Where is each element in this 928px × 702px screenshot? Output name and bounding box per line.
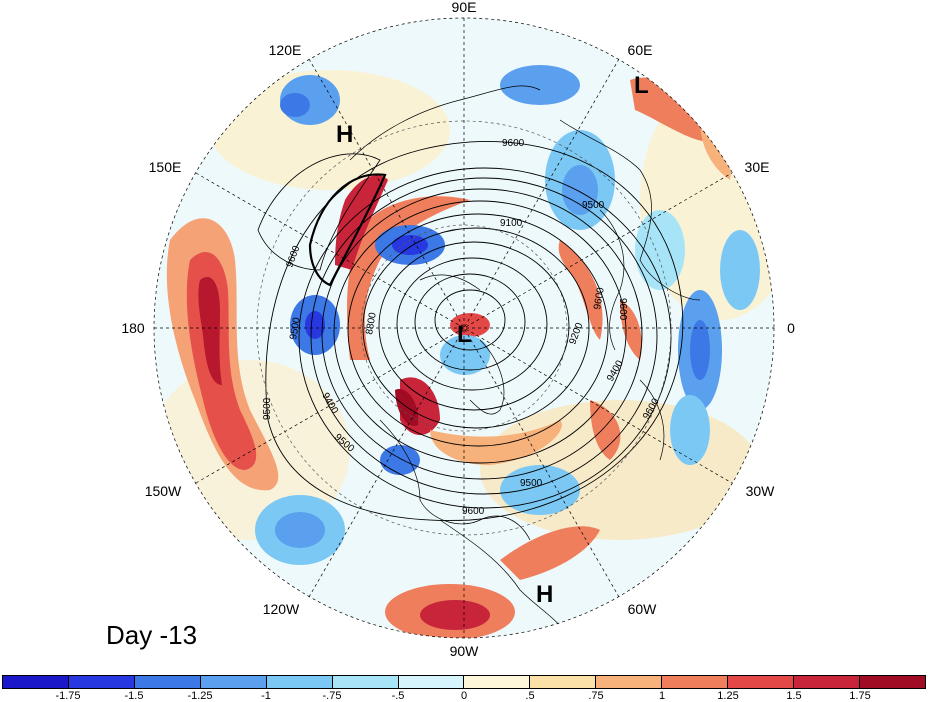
panel-label: Day -13 (106, 620, 198, 650)
colorbar-segment (530, 676, 597, 688)
colorbar-tick-label: 1.75 (849, 690, 871, 702)
lon-label-30e: 30E (745, 159, 770, 175)
low-center-pole: L (457, 321, 472, 348)
pressure-centers: L L H H (336, 72, 649, 608)
colorbar-segment (464, 676, 531, 688)
lon-label-120e: 120E (269, 42, 302, 58)
colorbar-segment (200, 676, 267, 688)
lon-label-150w: 150W (145, 483, 182, 499)
high-center-60w: H (536, 581, 553, 608)
colorbar-tick-label: 1.5 (786, 690, 802, 702)
lon-label-120w: 120W (263, 601, 300, 617)
contour-label: 9500 (520, 478, 543, 489)
colorbar-tick-label: -1 (261, 690, 271, 702)
contour-label: 9500 (288, 316, 303, 340)
colorbar-tick-label: .5 (525, 690, 535, 702)
colorbar-tick-label: .75 (588, 690, 604, 702)
contour-label: 9100 (500, 218, 523, 229)
colorbar-segment (794, 676, 860, 688)
colorbar-tick-label: -1.5 (124, 690, 144, 702)
lon-label-60e: 60E (628, 42, 653, 58)
lon-label-180: 180 (121, 320, 145, 336)
contour-label: 9600 (617, 298, 628, 321)
contour-label: 9600 (462, 506, 485, 517)
colorbar-segment (728, 676, 795, 688)
contour-label: 9600 (592, 286, 607, 310)
colorbar-segment (3, 676, 69, 688)
colorbar-tick-label: 0 (460, 690, 468, 702)
low-center-60e: L (634, 72, 649, 99)
lon-label-0: 0 (787, 320, 795, 336)
coastlines (349, 85, 701, 638)
lon-label-150e: 150E (149, 159, 182, 175)
colorbar-segment (332, 676, 399, 688)
colorbar-tick-label: -.5 (391, 690, 405, 702)
colorbar-tick-label: -1.25 (187, 690, 213, 702)
colorbar-segment (134, 676, 201, 688)
colorbar-tick-label: 1.25 (717, 690, 739, 702)
contour-label: 9500 (582, 200, 605, 211)
contour-label: 9500 (262, 397, 273, 420)
lon-label-30w: 30W (746, 483, 776, 499)
colorbar (2, 675, 926, 689)
anomaly-field (154, 18, 774, 638)
contour-label: 8800 (364, 311, 379, 335)
colorbar-tick-label: -1.75 (55, 690, 81, 702)
colorbar-tick-label: -.75 (322, 690, 342, 702)
contour-labels: 9600 9500 9100 9600 9500 9500 8800 9400 … (262, 138, 662, 517)
colorbar-segment (662, 676, 729, 688)
height-contours (257, 141, 684, 521)
colorbar-segment (266, 676, 333, 688)
contour-label: 9600 (502, 138, 525, 149)
colorbar-labels: -1.75 -1.5 -1.25 -1 -.75 -.5 0 .5 .75 1 1.25 1.5 1.7… (2, 690, 926, 702)
colorbar-segment (596, 676, 663, 688)
colorbar-tick-label: 1 (658, 690, 666, 702)
colorbar-segment (859, 676, 925, 688)
colorbar-segment (398, 676, 465, 688)
graticule (153, 17, 775, 639)
lon-label-90e: 90E (452, 0, 477, 15)
lon-label-90w: 90W (450, 643, 480, 659)
lon-label-60w: 60W (628, 601, 658, 617)
longitude-labels: 90E 120E 60E 150E 30E 180 0 150W 30W 120… (121, 0, 795, 659)
colorbar-segment (68, 676, 135, 688)
high-center-120e: H (336, 121, 353, 148)
